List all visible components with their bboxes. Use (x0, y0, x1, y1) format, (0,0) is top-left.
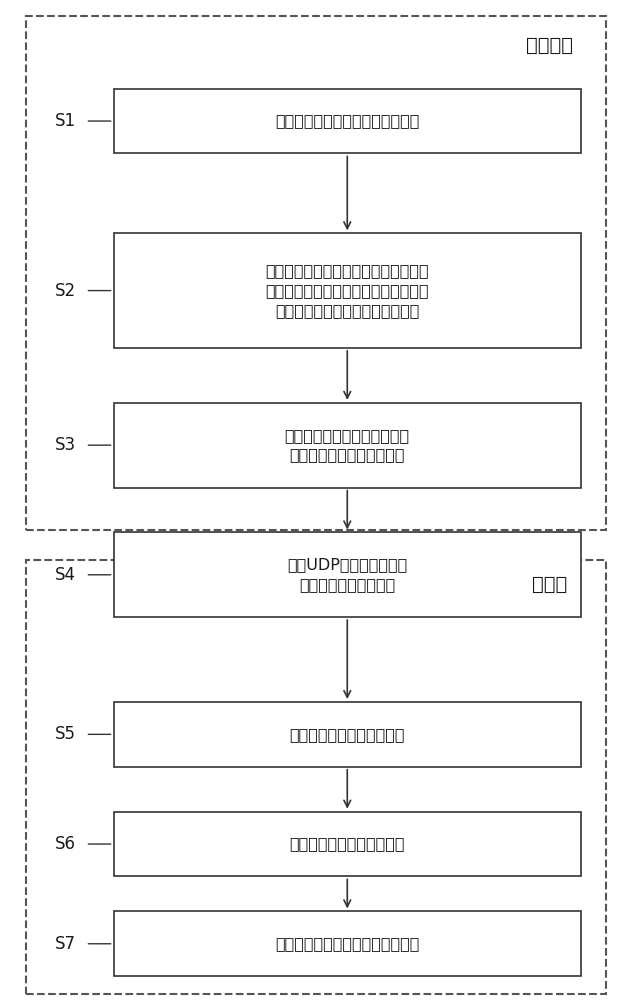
Text: 设定待传输文件的文件块的最大值: 设定待传输文件的文件块的最大值 (275, 114, 419, 129)
Text: 验证每一个文件块的完整性: 验证每一个文件块的完整性 (290, 837, 405, 852)
Text: 根据最大值，预设接收时长: 根据最大值，预设接收时长 (290, 727, 405, 742)
Text: 利用UDP协议，按照报文
标识的序号发送文件块: 利用UDP协议，按照报文 标识的序号发送文件块 (287, 557, 408, 592)
FancyBboxPatch shape (113, 702, 581, 767)
FancyBboxPatch shape (26, 560, 606, 994)
Text: 将所有的文件块组织成待传输文件: 将所有的文件块组织成待传输文件 (275, 936, 419, 951)
Text: S4: S4 (55, 566, 76, 584)
Text: S3: S3 (55, 436, 76, 454)
Text: S7: S7 (55, 935, 76, 953)
FancyBboxPatch shape (113, 911, 581, 976)
Text: S5: S5 (55, 725, 76, 743)
Text: 客户端: 客户端 (532, 575, 567, 594)
FancyBboxPatch shape (113, 233, 581, 348)
Text: 对每一个文件块分配块标识，
对每一个报文分配报文标识: 对每一个文件块分配块标识， 对每一个报文分配报文标识 (285, 428, 410, 463)
Text: S1: S1 (55, 112, 76, 130)
Text: 根据最大值，将待传输文件切分成至少
一个文件片段，文件片段包括至少一个
文件块，文件块包括至少一个报文: 根据最大值，将待传输文件切分成至少 一个文件片段，文件片段包括至少一个 文件块，… (265, 263, 429, 318)
FancyBboxPatch shape (26, 16, 606, 530)
Text: S2: S2 (55, 282, 76, 300)
FancyBboxPatch shape (113, 403, 581, 488)
FancyBboxPatch shape (113, 812, 581, 876)
FancyBboxPatch shape (113, 532, 581, 617)
Text: 服务器端: 服务器端 (526, 36, 573, 55)
FancyBboxPatch shape (113, 89, 581, 153)
Text: S6: S6 (55, 835, 76, 853)
